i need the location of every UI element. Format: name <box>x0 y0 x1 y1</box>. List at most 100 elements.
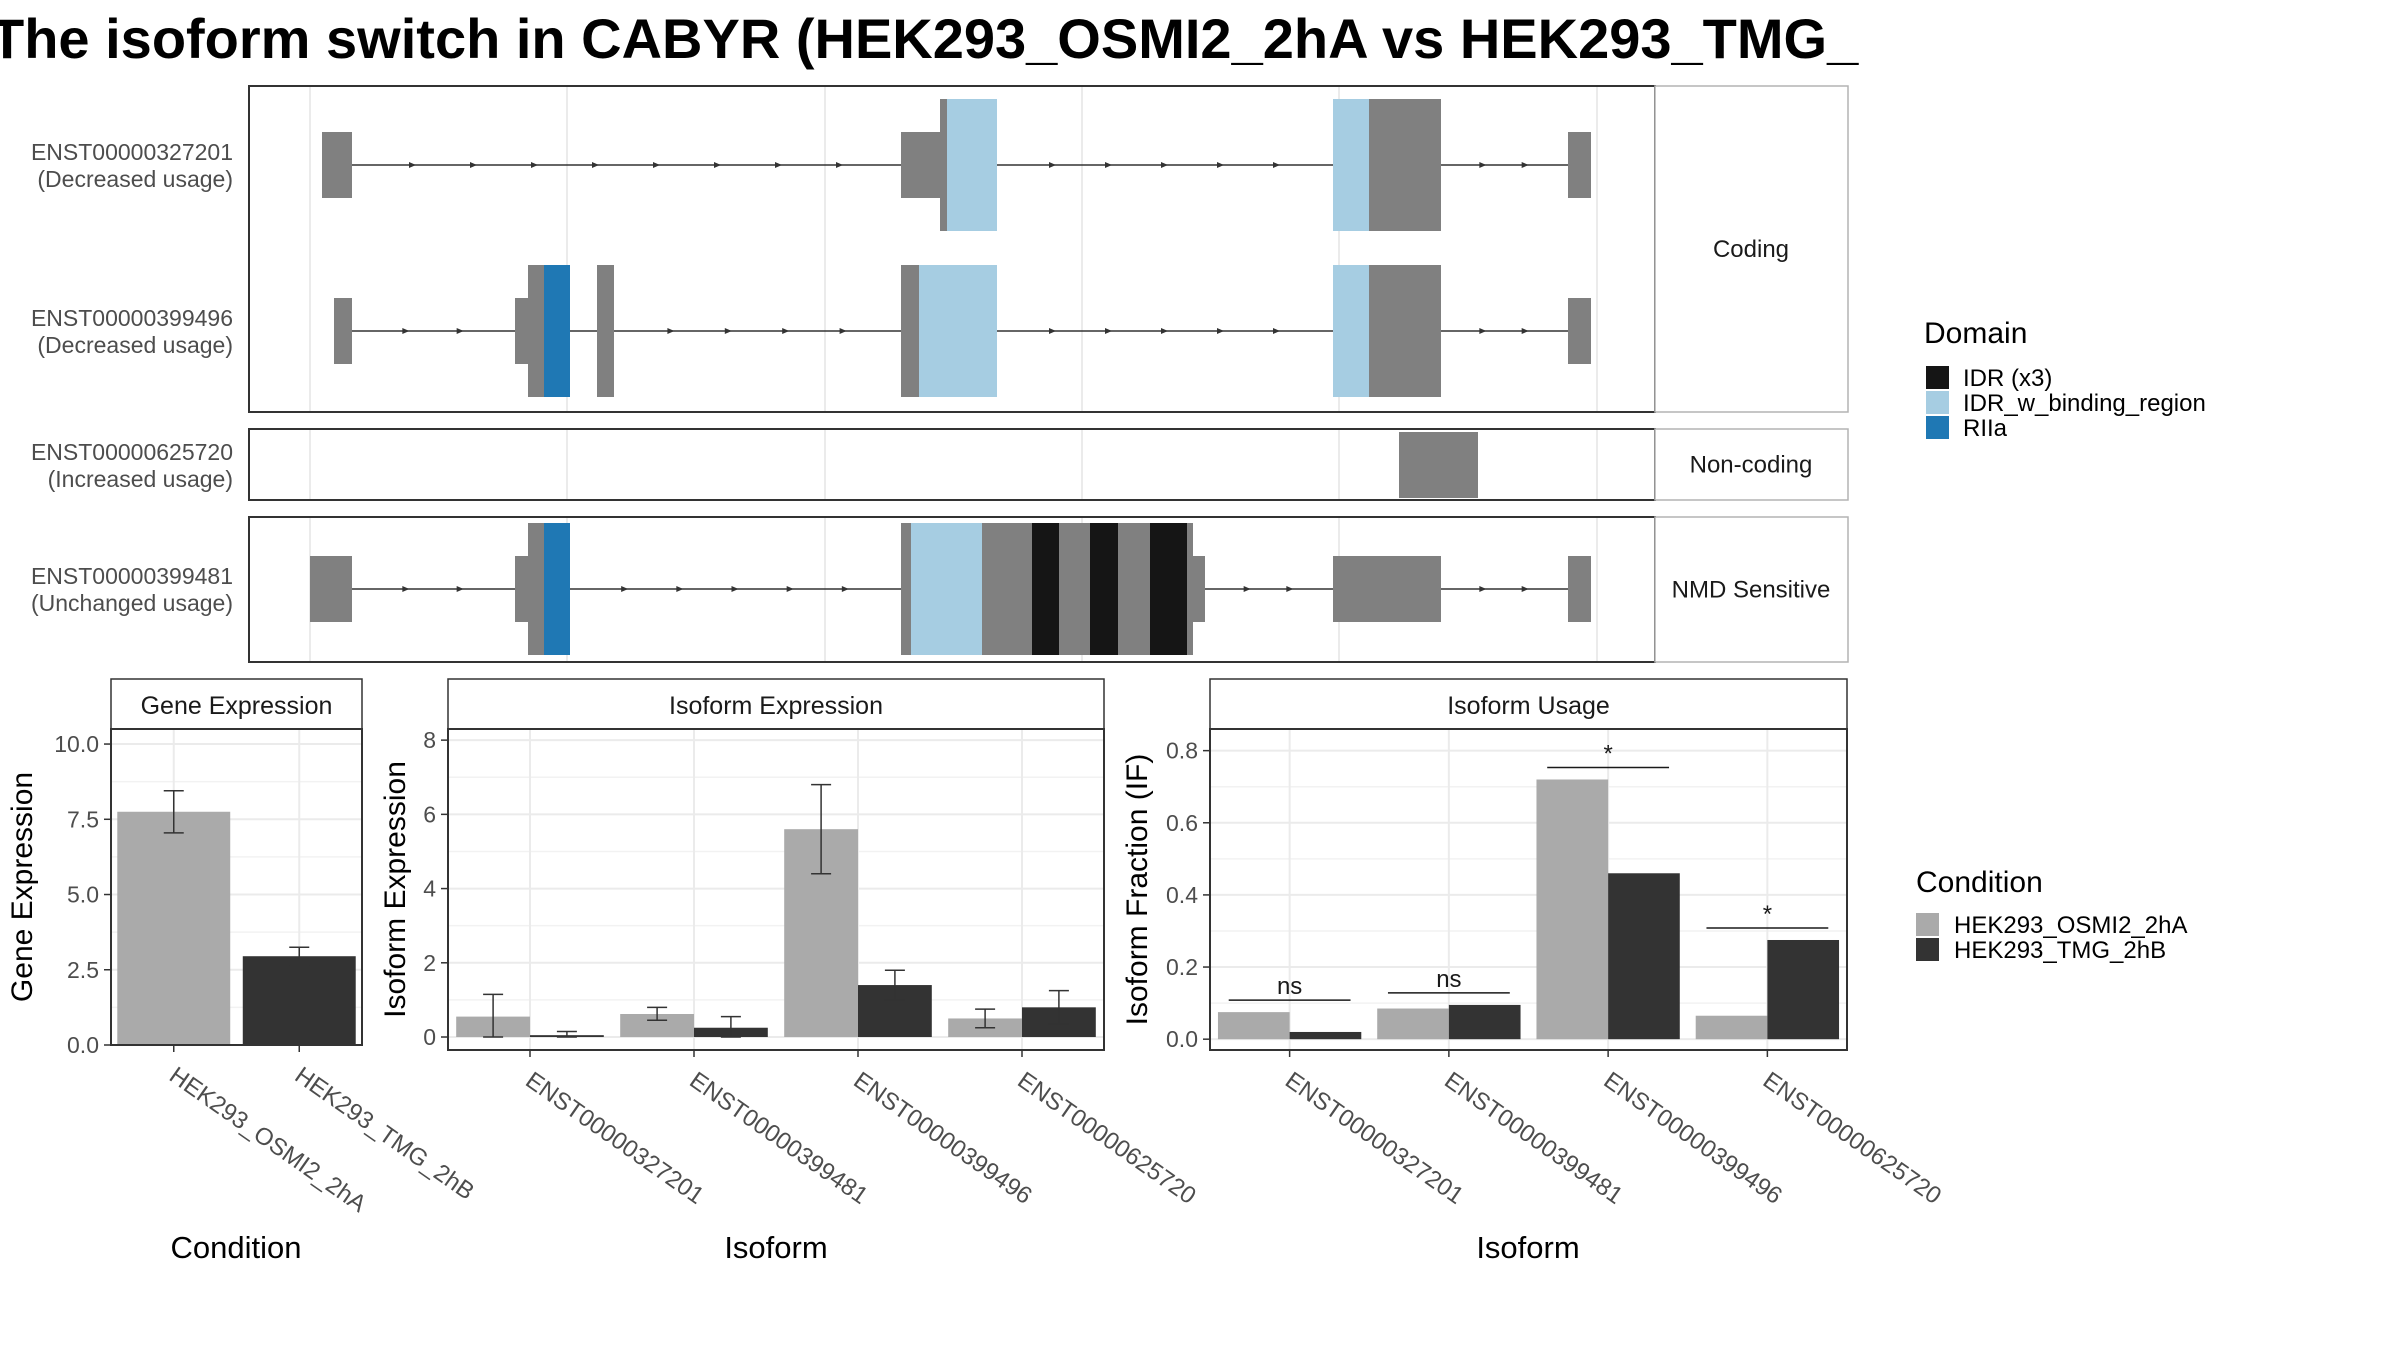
exon-block <box>310 556 352 622</box>
intron-arrow <box>409 162 416 168</box>
intron-arrow <box>621 586 629 592</box>
x-tick-label: ENST00000625720 <box>1013 1067 1201 1210</box>
exon-block <box>515 556 530 622</box>
domain-segment <box>1333 265 1370 397</box>
y-tick-label: 0.6 <box>1166 810 1198 836</box>
facet-label: Coding <box>1713 236 1789 263</box>
intron-arrow <box>836 162 843 168</box>
y-tick-label: 0.8 <box>1166 738 1198 764</box>
intron-arrow <box>456 328 464 334</box>
bar <box>1448 1004 1521 1040</box>
domain-segment <box>544 523 570 655</box>
chart-strip-title: Isoform Usage <box>1447 692 1610 720</box>
transcript-usage-label: (Decreased usage) <box>37 166 233 192</box>
transcript-row: ENST00000625720(Increased usage) <box>31 432 1478 498</box>
intron-arrow <box>402 328 410 334</box>
plot-border <box>1209 728 1848 1051</box>
exon-block <box>1568 132 1591 198</box>
significance-label: * <box>1603 740 1612 767</box>
intron-arrow <box>1161 162 1168 168</box>
chart-strip-title: Isoform Expression <box>669 692 883 720</box>
y-tick-label: 8 <box>423 727 436 753</box>
domain-segment <box>919 265 997 397</box>
domain-segment <box>1090 523 1119 655</box>
transcript-id-label: ENST00000327201 <box>31 139 233 165</box>
intron-arrow <box>782 328 790 334</box>
transcript-id-label: ENST00000625720 <box>31 439 233 465</box>
bar <box>620 1014 694 1038</box>
x-axis-title: Isoform <box>724 1230 827 1265</box>
intron-arrow <box>731 586 739 592</box>
condition-legend-label: HEK293_TMG_2hB <box>1954 937 2166 964</box>
intron-arrow <box>1479 586 1487 592</box>
exon-block <box>1399 432 1478 498</box>
plot-border <box>110 728 363 1046</box>
condition-legend-title: Condition <box>1916 866 2043 899</box>
condition-legend-label: HEK293_OSMI2_2hA <box>1954 912 2187 939</box>
exon-block <box>1369 99 1441 231</box>
domain-legend-swatch <box>1926 366 1949 389</box>
exon-block <box>334 298 352 364</box>
significance-label: * <box>1763 901 1772 928</box>
exon-block <box>1568 556 1591 622</box>
chart-title: The isoform switch in CABYR (HEK293_OSMI… <box>0 6 1860 76</box>
intron-arrow <box>531 162 538 168</box>
exon-block <box>940 99 948 231</box>
intron-arrow <box>775 162 782 168</box>
transcript-row: ENST00000399496(Decreased usage) <box>31 265 1591 397</box>
transcript-row: ENST00000399481(Unchanged usage) <box>31 523 1591 655</box>
domain-legend-swatch <box>1926 391 1949 414</box>
domain-legend-label: IDR_w_binding_region <box>1963 390 2206 417</box>
chart-strip <box>1209 678 1848 730</box>
intron-arrow <box>841 586 849 592</box>
domain-legend-title: Domain <box>1924 317 2027 350</box>
intron-arrow <box>1049 328 1056 334</box>
x-tick-label: ENST00000327201 <box>521 1067 709 1210</box>
bar <box>117 811 231 1045</box>
chart-title-text: The isoform switch in CABYR (HEK293_OSMI… <box>0 7 1860 70</box>
y-tick-label: 0.0 <box>67 1032 99 1058</box>
x-tick-label: ENST00000399481 <box>685 1067 873 1210</box>
intron-arrow <box>653 162 660 168</box>
bar <box>1608 873 1680 1040</box>
intron-arrow <box>667 328 675 334</box>
intron-arrow <box>456 586 464 592</box>
bar <box>1536 779 1609 1040</box>
intron-arrow <box>676 586 684 592</box>
domain-legend-label: IDR (x3) <box>1963 365 2052 392</box>
intron-arrow <box>1105 162 1112 168</box>
significance-label: ns <box>1277 973 1302 1000</box>
facet-label: NMD Sensitive <box>1672 577 1831 604</box>
y-tick-label: 6 <box>423 801 436 827</box>
exon-block <box>901 265 920 397</box>
exon-block <box>322 132 352 198</box>
transcript-usage-label: (Increased usage) <box>48 466 233 492</box>
intron-arrow <box>1286 586 1294 592</box>
domain-legend-label: RIIa <box>1963 415 2008 442</box>
facet-strip <box>1654 428 1849 501</box>
significance-label: ns <box>1436 966 1461 993</box>
intron-arrow <box>839 328 847 334</box>
y-tick-label: 0.2 <box>1166 954 1198 980</box>
intron-arrow <box>724 328 732 334</box>
transcript-usage-label: (Decreased usage) <box>37 332 233 358</box>
bar <box>1289 1031 1362 1040</box>
y-tick-label: 5.0 <box>67 882 99 908</box>
structure-strip-2: NMD Sensitive <box>248 516 1849 663</box>
intron-arrow <box>1521 328 1529 334</box>
chart-strip <box>447 678 1105 730</box>
intron-arrow <box>1521 586 1529 592</box>
facet-strip <box>1654 85 1849 413</box>
domain-segment <box>544 265 570 397</box>
bar <box>242 956 356 1045</box>
y-tick-label: 2 <box>423 950 436 976</box>
intron-arrow <box>786 586 794 592</box>
bar <box>1767 939 1840 1040</box>
exon-block <box>515 298 530 364</box>
exon-block <box>597 265 614 397</box>
x-axis-title: Isoform <box>1476 1230 1579 1265</box>
structure-strip-0: Coding <box>248 85 1849 413</box>
